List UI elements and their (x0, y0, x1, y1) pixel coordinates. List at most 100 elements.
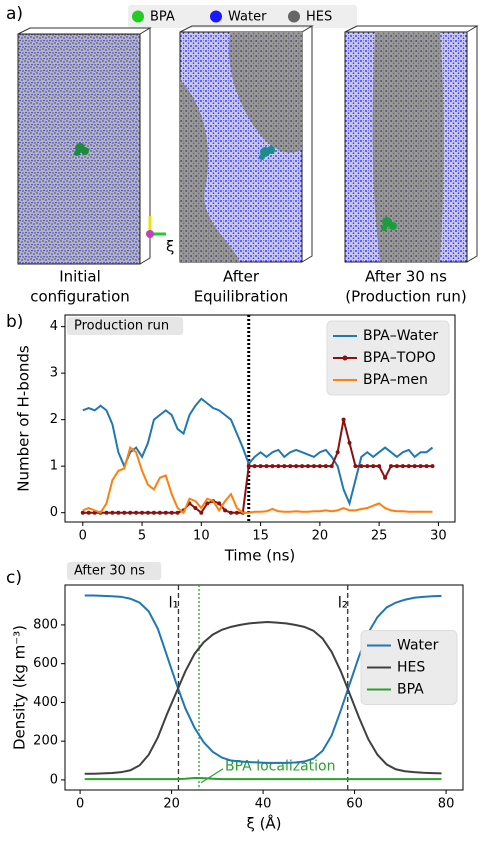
data-point (258, 464, 263, 469)
y-tick-label: 0 (50, 505, 58, 520)
data-point (294, 464, 299, 469)
data-point (282, 464, 287, 469)
x-tick-label: 5 (138, 529, 146, 544)
data-point (86, 510, 91, 515)
series-line (82, 397, 434, 507)
data-point (205, 501, 210, 506)
x-tick-label: 80 (438, 797, 455, 812)
axis-triad: ξ (146, 216, 174, 256)
data-point (151, 510, 156, 515)
data-point (276, 464, 281, 469)
y-tick-label: 200 (33, 734, 58, 749)
y-tick-label: 0 (50, 772, 58, 787)
hes-region (228, 32, 302, 153)
series-line (84, 776, 442, 781)
x-tick-label: 15 (252, 529, 269, 544)
y-axis-label: Density (kg m⁻³) (11, 625, 29, 750)
snapshot-captions: Initial configuration After Equilibration Af… (30, 268, 466, 306)
panel-label: b) (6, 312, 23, 332)
data-point (412, 464, 417, 469)
hes-region (372, 32, 444, 262)
y-tick-label: 800 (33, 617, 58, 632)
data-point (252, 464, 257, 469)
axis-symbol: ξ (166, 238, 174, 256)
snapshot (179, 25, 314, 263)
data-point (163, 510, 168, 515)
snapshot-caption: configuration (30, 288, 130, 306)
data-point (80, 510, 85, 515)
legend-label: BPA–Water (363, 328, 438, 344)
series-line (84, 621, 442, 775)
data-point (406, 464, 411, 469)
panel-label: a) (6, 4, 23, 24)
bpa-molecule (381, 217, 397, 231)
data-point (116, 510, 121, 515)
snapshot-caption: After 30 ns (365, 268, 447, 286)
y-tick-label: 600 (33, 656, 58, 671)
legend-label: BPA (397, 682, 424, 698)
legend-box (360, 630, 458, 705)
data-point (335, 450, 340, 455)
series-line (84, 594, 442, 764)
x-tick-label: 30 (430, 529, 447, 544)
data-point (288, 464, 293, 469)
data-point (353, 464, 358, 469)
legend-label: BPA–men (363, 372, 428, 388)
data-point (371, 464, 376, 469)
series-line (82, 445, 433, 515)
data-point (246, 464, 251, 469)
plot-frame (64, 314, 456, 523)
legend: BPA Water HES (132, 10, 332, 25)
snapshot-caption: After (223, 268, 260, 286)
bpa-molecule (74, 143, 89, 156)
data-point (169, 510, 174, 515)
x-tick-label: 40 (255, 797, 272, 812)
reference-label: l₂ (338, 594, 348, 612)
data-point (317, 464, 322, 469)
data-point (270, 464, 275, 469)
data-point (145, 510, 150, 515)
data-point (323, 464, 328, 469)
data-point (264, 464, 269, 469)
hes-region (180, 80, 240, 262)
plot-frame (64, 584, 464, 791)
data-point (300, 464, 305, 469)
y-tick-label: 4 (50, 319, 58, 334)
legend-marker (132, 10, 144, 23)
chart: b) 0 5 10 15 20 25 30 0 1 2 3 4 Time (ns) Number of H-… (6, 312, 456, 565)
data-point (430, 464, 435, 469)
data-point (400, 464, 405, 469)
data-point (347, 440, 352, 445)
annotation-arrow (200, 768, 224, 784)
data-point (234, 510, 239, 515)
snapshot (17, 27, 152, 265)
data-point (341, 417, 346, 422)
data-point (306, 464, 311, 469)
legend-box (128, 5, 357, 28)
data-point (199, 510, 204, 515)
y-tick-label: 2 (50, 412, 58, 427)
data-point (329, 464, 334, 469)
box-edge (179, 25, 314, 263)
data-point (110, 510, 115, 515)
legend-label: Water (228, 10, 267, 25)
x-tick-label: 20 (163, 797, 180, 812)
data-point (104, 510, 109, 515)
y-axis-label: Number of H-bonds (15, 345, 33, 492)
data-point (193, 506, 198, 511)
x-tick-label: 0 (76, 797, 84, 812)
data-point (175, 510, 180, 515)
x-axis-label: ξ (Å) (246, 814, 281, 833)
data-point (388, 464, 393, 469)
legend-label: HES (306, 10, 332, 25)
data-point (418, 464, 423, 469)
panel-label: c) (6, 568, 22, 588)
tag-box (67, 317, 184, 335)
legend-label: BPA (150, 10, 175, 25)
snapshot-caption: Equilibration (194, 288, 289, 306)
x-tick-label: 0 (79, 529, 87, 544)
box-edge (17, 27, 152, 265)
data-point (394, 464, 399, 469)
